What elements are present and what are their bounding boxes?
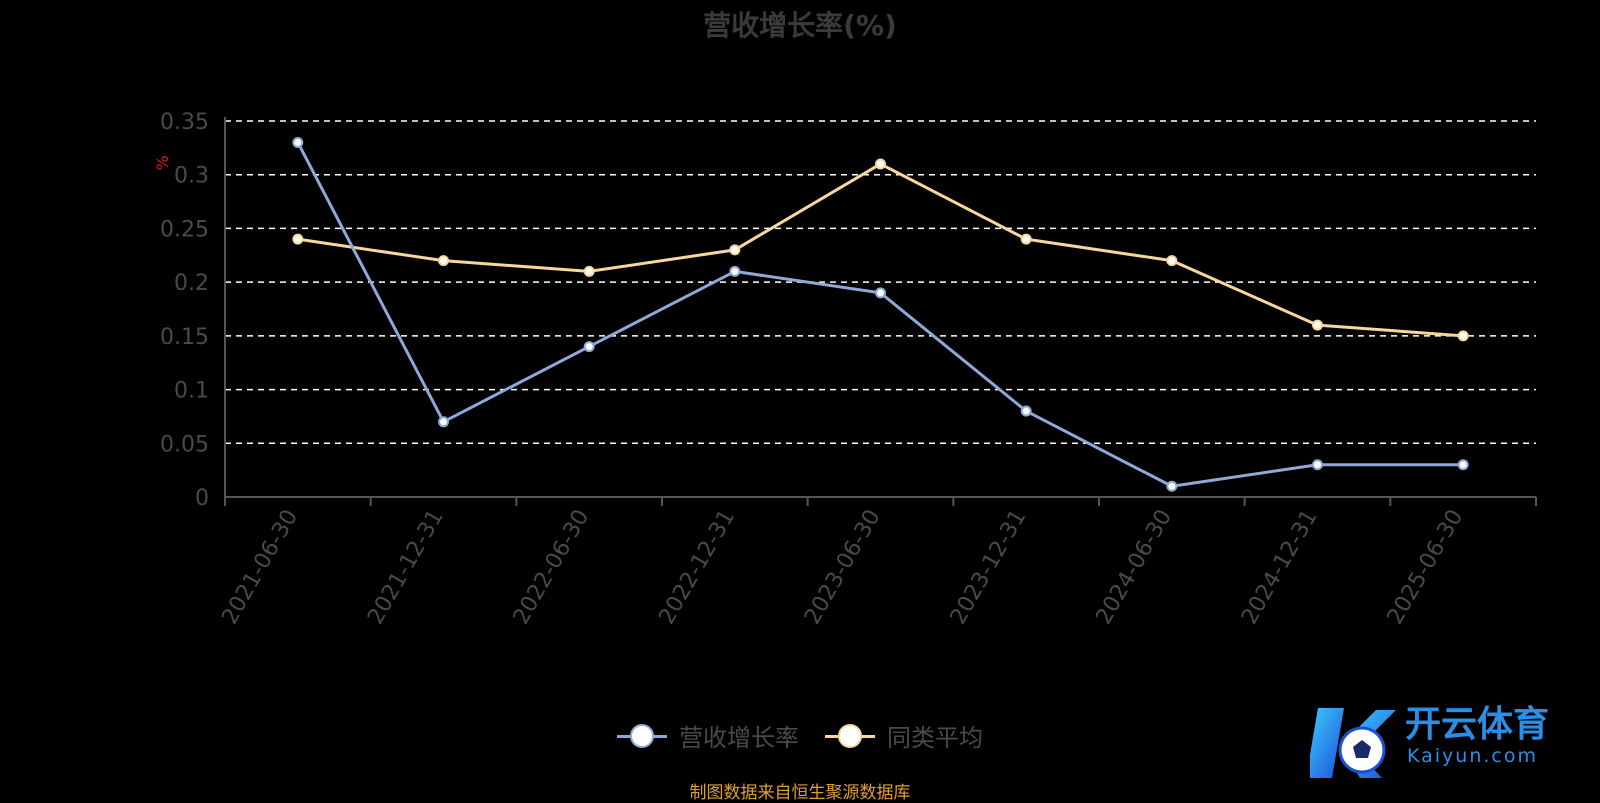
series-1-point	[729, 265, 741, 277]
series-1-point	[583, 341, 595, 353]
series-2-point	[1166, 255, 1178, 267]
chart-title: 营收增长率(%)	[703, 9, 897, 42]
x-tick-label: 2023-12-31	[946, 506, 1032, 629]
svg-text:开云体育: 开云体育	[1405, 704, 1549, 745]
legend-item-series-1[interactable]: 营收增长率	[617, 718, 799, 753]
y-tick-label: 0.35	[160, 110, 209, 135]
x-tick-label: 2023-06-30	[800, 506, 886, 629]
series-1-point	[438, 416, 449, 428]
y-tick-label: 0.05	[160, 432, 209, 457]
data-source-note: 制图数据来自恒生聚源数据库	[689, 783, 911, 803]
y-tick-label: 0.2	[174, 271, 209, 296]
y-tick-label: 0.25	[160, 217, 209, 242]
series-2-point	[729, 244, 741, 256]
svg-text:Kaiyun.com: Kaiyun.com	[1407, 745, 1538, 767]
x-tick-label: 2021-12-31	[363, 506, 449, 629]
series-1-point	[1020, 405, 1032, 417]
x-tick-label: 2024-12-31	[1237, 506, 1323, 629]
x-tick-label: 2022-12-31	[654, 506, 740, 629]
legend-symbol-series-1	[617, 723, 667, 749]
series-2-point	[1457, 330, 1469, 342]
series-1-point	[1166, 480, 1178, 492]
series-2-point	[438, 255, 449, 267]
series-line-1	[296, 141, 1464, 488]
series-2-point	[875, 158, 886, 170]
kaiyun-logo: 开云体育 Kaiyun.com	[1310, 704, 1549, 778]
x-tick-label: 2025-06-30	[1383, 506, 1469, 629]
y-tick-label: 0.15	[160, 325, 209, 350]
line-chart: 0 0.05 0.1 0.15 0.2 0.25 0.3 0.35% 2021-06-30 202…	[153, 110, 1537, 629]
series-1-point	[875, 287, 886, 299]
y-axis-unit: %	[153, 155, 172, 170]
legend-symbol-series-2	[825, 723, 875, 749]
y-tick-label: 0.3	[174, 164, 209, 189]
x-tick-label: 2021-06-30	[217, 506, 303, 629]
x-tick-label: 2022-06-30	[509, 506, 595, 629]
series-2-point	[583, 265, 595, 277]
x-tick-label: 2024-06-30	[1091, 506, 1177, 629]
legend-label-series-2: 同类平均	[887, 724, 983, 752]
series-1-point	[1457, 459, 1469, 471]
series-1-point	[292, 136, 304, 148]
series-line-2	[297, 162, 1464, 338]
series-2-point	[1020, 233, 1032, 245]
series-1-point	[1312, 459, 1323, 471]
y-tick-label: 0	[195, 486, 209, 511]
series-2-point	[1312, 319, 1323, 331]
legend-label-series-1: 营收增长率	[679, 724, 799, 752]
legend: 营收增长率 同类平均	[0, 718, 1600, 753]
y-tick-label: 0.1	[174, 379, 209, 404]
series-2-point	[292, 233, 304, 245]
legend-item-series-2[interactable]: 同类平均	[825, 718, 983, 753]
